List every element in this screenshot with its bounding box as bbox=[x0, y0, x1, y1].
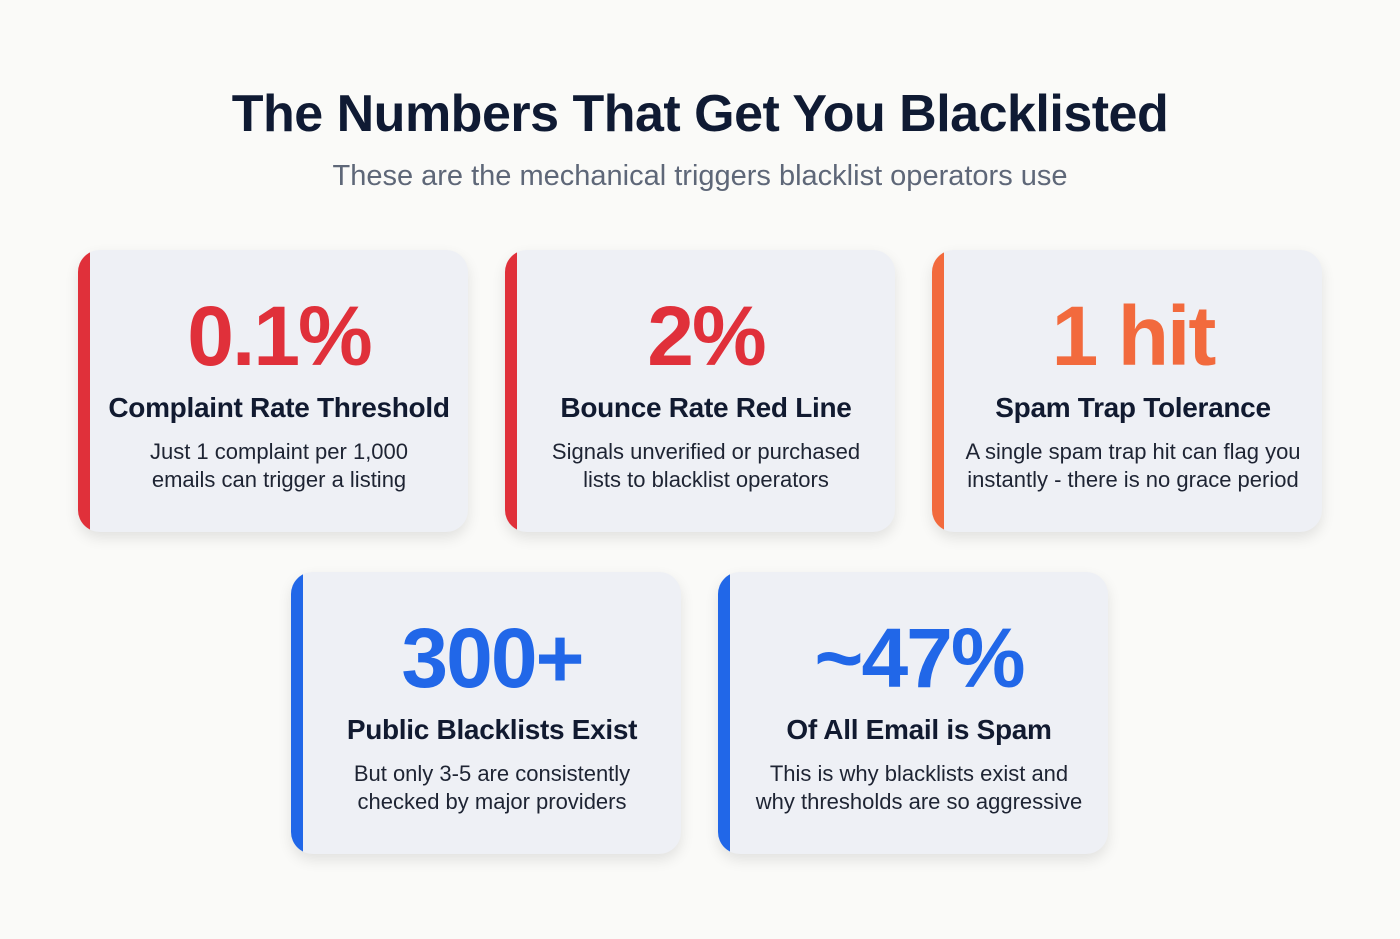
stat-label: Complaint Rate Threshold bbox=[108, 392, 450, 423]
accent-bar bbox=[932, 250, 944, 532]
stat-description: Just 1 complaint per 1,000 emails can tr… bbox=[94, 438, 464, 494]
page-title: The Numbers That Get You Blacklisted bbox=[231, 85, 1169, 143]
accent-bar bbox=[291, 572, 303, 854]
stat-description: This is why blacklists exist and why thr… bbox=[734, 760, 1104, 816]
desc-line: instantly - there is no grace period bbox=[967, 467, 1299, 492]
stat-description: A single spam trap hit can flag you inst… bbox=[948, 438, 1318, 494]
desc-line: A single spam trap hit can flag you bbox=[965, 439, 1301, 464]
desc-line: checked by major providers bbox=[357, 789, 627, 814]
stat-card-spam-trap: 1 hit Spam Trap Tolerance A single spam … bbox=[932, 250, 1322, 532]
stat-card-bounce-rate: 2% Bounce Rate Red Line Signals unverifi… bbox=[505, 250, 895, 532]
stat-card-public-blacklists: 300+ Public Blacklists Exist But only 3-… bbox=[291, 572, 681, 854]
stat-value: 300+ bbox=[401, 611, 584, 705]
desc-line: Just 1 complaint per 1,000 bbox=[149, 439, 409, 464]
stat-card-complaint-rate: 0.1% Complaint Rate Threshold Just 1 com… bbox=[78, 250, 468, 532]
accent-bar bbox=[718, 572, 730, 854]
accent-bar bbox=[78, 250, 90, 532]
stat-description: Signals unverified or purchased lists to… bbox=[521, 438, 891, 494]
stat-label: Bounce Rate Red Line bbox=[560, 392, 852, 423]
stat-value: 1 hit bbox=[1051, 289, 1217, 383]
stat-value: ~47% bbox=[814, 611, 1025, 705]
desc-line: Signals unverified or purchased bbox=[551, 439, 861, 464]
desc-line: But only 3-5 are consistently bbox=[353, 761, 631, 786]
stat-description: But only 3-5 are consistently checked by… bbox=[307, 760, 677, 816]
stat-label: Spam Trap Tolerance bbox=[995, 392, 1271, 423]
stat-label: Public Blacklists Exist bbox=[346, 714, 638, 745]
accent-bar bbox=[505, 250, 517, 532]
page-subtitle: These are the mechanical triggers blackl… bbox=[332, 160, 1068, 192]
desc-line: This is why blacklists exist and bbox=[769, 761, 1069, 786]
desc-line: why thresholds are so aggressive bbox=[755, 789, 1083, 814]
desc-line: emails can trigger a listing bbox=[151, 467, 407, 492]
desc-line: lists to blacklist operators bbox=[583, 467, 829, 492]
stat-value: 0.1% bbox=[187, 289, 372, 383]
stat-value: 2% bbox=[647, 289, 766, 383]
stat-label: Of All Email is Spam bbox=[786, 714, 1052, 745]
stat-card-spam-share: ~47% Of All Email is Spam This is why bl… bbox=[718, 572, 1108, 854]
